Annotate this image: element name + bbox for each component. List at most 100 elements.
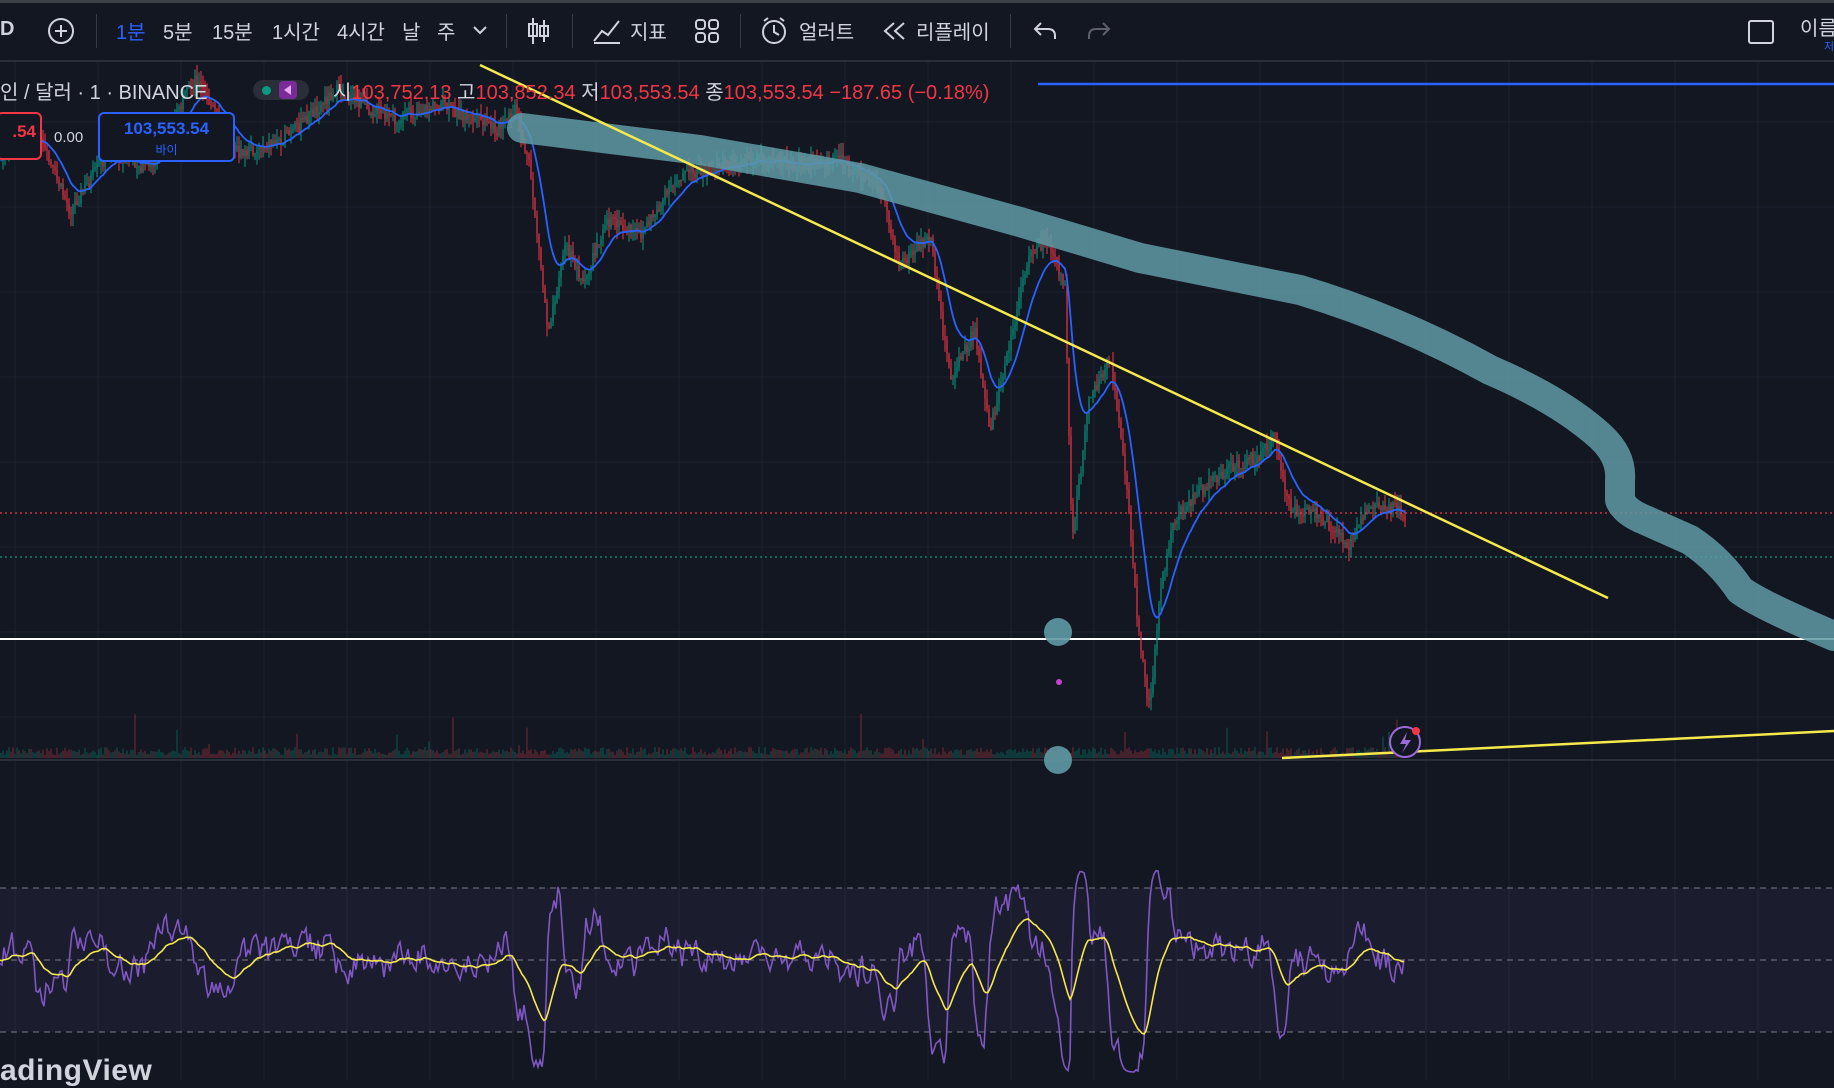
compare-add-icon[interactable] [48, 18, 74, 44]
candle-body [652, 214, 654, 218]
candle-body [1120, 420, 1122, 438]
candle-body [570, 250, 572, 258]
candle-body [308, 112, 310, 124]
candle-body [1170, 532, 1172, 548]
candle-body [1364, 512, 1366, 520]
candle-body [1076, 496, 1078, 520]
brush-drawing[interactable] [507, 113, 1834, 651]
indicators-icon[interactable] [592, 17, 622, 45]
ascending-trendline[interactable] [1281, 729, 1834, 760]
candle-body [430, 108, 432, 110]
volume-bar [106, 747, 108, 758]
candle-body [1022, 278, 1024, 287]
volume-bar [1216, 754, 1218, 758]
volume-bar [798, 754, 800, 758]
alarm-clock-icon[interactable] [760, 16, 790, 46]
candle-body [450, 102, 452, 106]
candle-body [1036, 246, 1038, 253]
alert-button[interactable]: 얼러트 [799, 22, 855, 44]
volume-bar [302, 754, 304, 758]
volume-bar [460, 754, 462, 758]
volume-bar [414, 751, 416, 758]
indicators-button[interactable]: 지표 [630, 22, 667, 44]
fullscreen-icon[interactable] [1748, 20, 1774, 44]
candle-body [336, 84, 338, 96]
layout-grid-icon[interactable] [694, 18, 720, 44]
flash-icon[interactable] [1389, 726, 1421, 758]
chart-canvas[interactable] [0, 62, 1834, 1080]
candle-body [54, 166, 56, 171]
candle-body [1088, 398, 1090, 415]
candle-body [550, 321, 552, 329]
redo-icon[interactable] [1086, 20, 1112, 42]
interval-5m[interactable]: 5분 [163, 22, 193, 44]
volume-bar [1350, 747, 1352, 758]
volume-bar [1252, 750, 1254, 758]
volume-bar [564, 752, 566, 758]
candle-body [500, 123, 502, 129]
chevron-down-icon[interactable] [472, 24, 488, 36]
candle-body [1288, 495, 1290, 499]
brush-dot[interactable] [1044, 746, 1072, 774]
volume-bar [170, 751, 172, 758]
volume-bar [234, 747, 236, 758]
candle-body [654, 214, 656, 218]
candle-body [442, 99, 444, 105]
candle-body [1338, 528, 1340, 536]
volume-bar [368, 748, 370, 758]
volume-bar [772, 748, 774, 758]
descending-trendline[interactable] [479, 63, 1609, 600]
volume-bar [242, 750, 244, 758]
volume-bar [244, 750, 246, 758]
volume-bar [226, 749, 228, 758]
candle-body [1248, 457, 1250, 460]
candle-body [1298, 512, 1300, 516]
volume-bar [164, 754, 166, 758]
brush-dot[interactable] [1044, 618, 1072, 646]
candle-body [664, 190, 666, 200]
volume-bar [794, 748, 796, 758]
volume-bar [458, 748, 460, 758]
sell-button[interactable]: .54 [0, 112, 42, 160]
candle-body [1124, 452, 1126, 475]
candle-body [86, 183, 88, 185]
volume-bar [6, 750, 8, 758]
candle-body [314, 106, 316, 117]
interval-1h[interactable]: 1시간 [272, 22, 320, 44]
volume-bar [850, 747, 852, 758]
volume-bar [522, 750, 524, 758]
candle-body [1070, 435, 1072, 505]
candles-icon[interactable] [526, 16, 550, 46]
status-badge[interactable] [253, 80, 309, 100]
candle-body [88, 183, 90, 188]
volume-bar [1352, 747, 1354, 758]
volume-bar [280, 754, 282, 758]
candle-body [472, 114, 474, 122]
volume-bar [538, 754, 540, 758]
volume-bar [1282, 748, 1284, 758]
volume-bar [1188, 748, 1190, 758]
candle-body [1020, 286, 1022, 298]
candle-body [280, 138, 282, 145]
replay-button[interactable]: 리플레이 [916, 22, 990, 44]
symbol-title[interactable]: 인 / 달러 · 1 · BINANCE [0, 82, 208, 104]
candle-body [1104, 369, 1106, 378]
candle-body [186, 87, 188, 92]
rewind-icon[interactable] [882, 20, 908, 42]
volume-bar [890, 748, 892, 758]
interval-day[interactable]: 날 [402, 22, 421, 44]
symbol-name[interactable]: D [0, 18, 15, 40]
interval-4h[interactable]: 4시간 [337, 22, 385, 44]
buy-button[interactable]: 103,553.54 바이 [98, 112, 235, 162]
interval-1m[interactable]: 1분 [116, 22, 146, 44]
layout-name[interactable]: 이름 [1800, 18, 1834, 40]
interval-15m[interactable]: 15분 [212, 22, 253, 44]
interval-week[interactable]: 주 [437, 22, 456, 44]
volume-bar [584, 747, 586, 758]
volume-bar [1214, 747, 1216, 758]
volume-bar [800, 752, 802, 758]
candle-body [572, 250, 574, 259]
undo-icon[interactable] [1032, 20, 1058, 42]
volume-bar [168, 752, 170, 758]
candle-body [350, 95, 352, 102]
